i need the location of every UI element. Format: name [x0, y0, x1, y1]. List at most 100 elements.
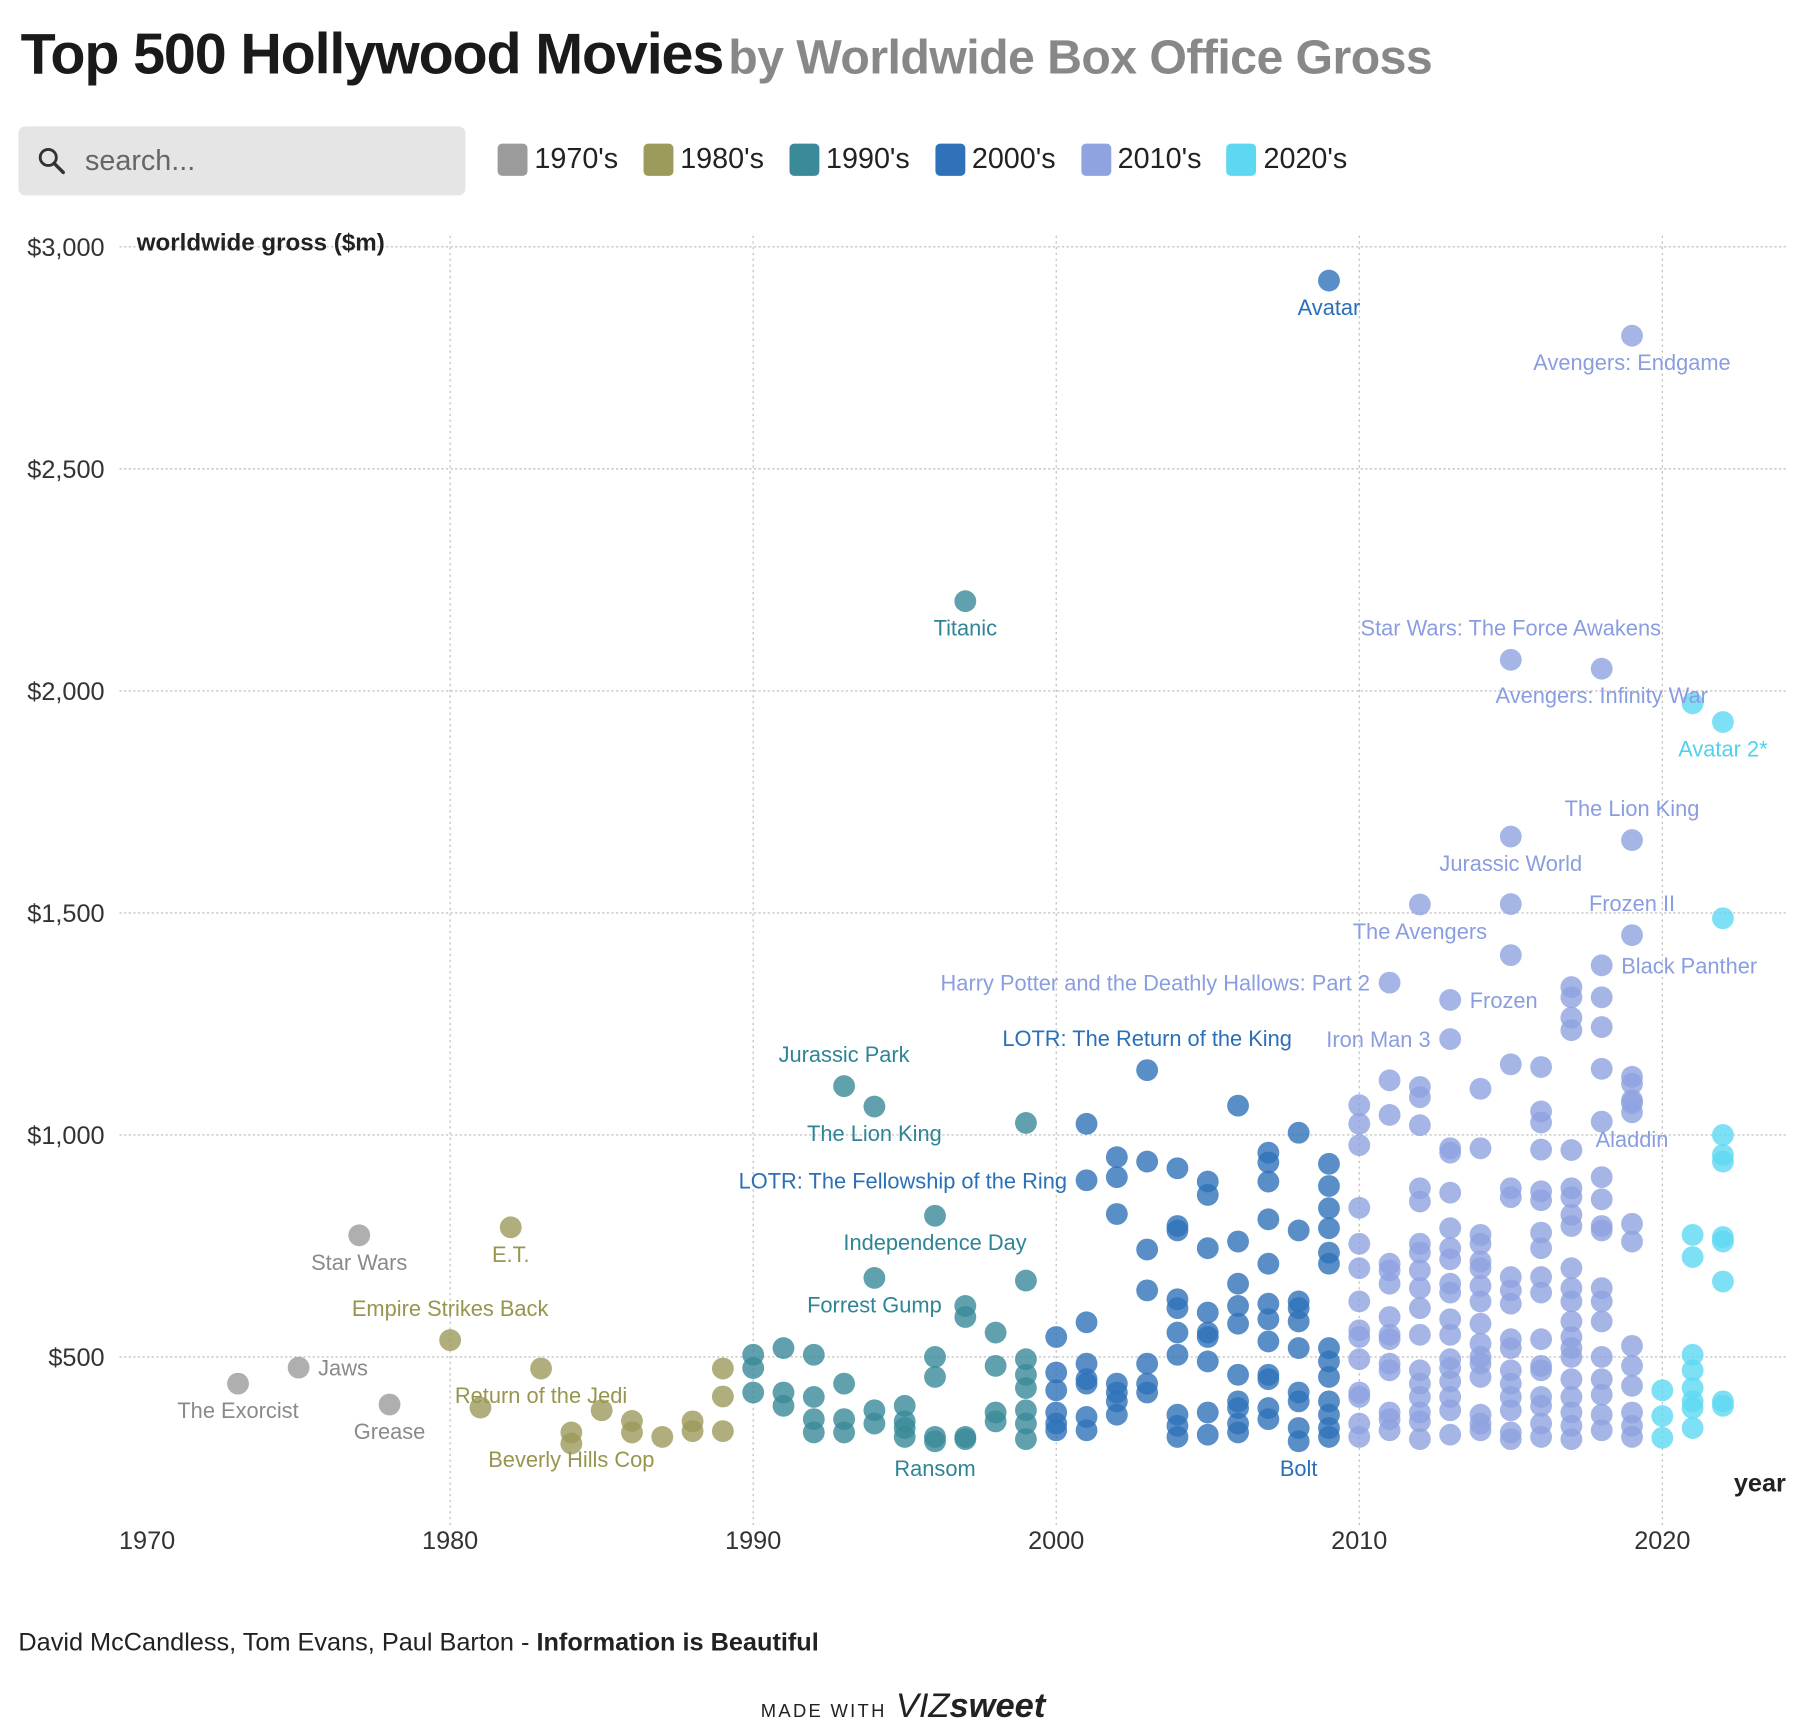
movie-point[interactable]: [1287, 1219, 1310, 1242]
movie-point[interactable]: [1439, 1308, 1462, 1331]
movie-point[interactable]: [1378, 1069, 1401, 1092]
movie-point[interactable]: [1227, 1272, 1249, 1295]
movie-point[interactable]: [1257, 1330, 1280, 1353]
movie-point[interactable]: [1530, 1425, 1553, 1448]
movie-point[interactable]: [1045, 1379, 1068, 1402]
movie-point[interactable]: [1015, 1269, 1037, 1292]
movie-point[interactable]: [1348, 1257, 1371, 1280]
movie-point[interactable]: [1378, 1104, 1401, 1126]
movie-point[interactable]: [1378, 1306, 1401, 1328]
movie-point[interactable]: [1015, 1428, 1037, 1451]
movie-point[interactable]: [590, 1399, 613, 1422]
movie-point[interactable]: [1227, 1094, 1249, 1117]
movie-point[interactable]: [954, 1306, 977, 1328]
movie-point[interactable]: [1408, 1323, 1431, 1346]
movie-point[interactable]: [1469, 1366, 1492, 1388]
movie-point[interactable]: [833, 1421, 856, 1444]
movie-point[interactable]: [1408, 893, 1431, 916]
movie-point[interactable]: [1015, 1412, 1037, 1435]
movie-point[interactable]: [1378, 971, 1401, 994]
movie-point[interactable]: [1499, 1428, 1522, 1451]
movie-point[interactable]: [1621, 829, 1643, 852]
movie-point[interactable]: [1318, 1217, 1340, 1240]
movie-point[interactable]: [1196, 1401, 1219, 1424]
movie-point[interactable]: [1560, 1186, 1583, 1209]
movie-point[interactable]: [499, 1216, 522, 1239]
movie-point[interactable]: [1318, 1425, 1340, 1448]
movie-point[interactable]: [1075, 1169, 1098, 1192]
movie-point[interactable]: [1227, 1230, 1249, 1253]
movie-point[interactable]: [1378, 1272, 1401, 1295]
movie-point[interactable]: [1530, 1328, 1553, 1351]
movie-point[interactable]: [1560, 1428, 1583, 1451]
movie-point[interactable]: [863, 1095, 886, 1118]
movie-point[interactable]: [1287, 1121, 1310, 1144]
movie-point[interactable]: [711, 1357, 734, 1380]
movie-point[interactable]: [1439, 1028, 1462, 1050]
movie-point[interactable]: [1651, 1426, 1674, 1449]
legend-item-1990s[interactable]: 1990's: [789, 143, 910, 176]
movie-point[interactable]: [227, 1372, 249, 1395]
movie-point[interactable]: [1257, 1170, 1280, 1193]
movie-point[interactable]: [984, 1354, 1007, 1377]
movie-point[interactable]: [1681, 1397, 1704, 1419]
movie-point[interactable]: [1499, 825, 1522, 848]
movie-point[interactable]: [1621, 324, 1643, 347]
movie-point[interactable]: [439, 1329, 462, 1352]
movie-point[interactable]: [1136, 1238, 1159, 1261]
movie-point[interactable]: [1469, 1290, 1492, 1313]
movie-point[interactable]: [1196, 1183, 1219, 1206]
movie-point[interactable]: [1499, 893, 1522, 915]
movie-point[interactable]: [802, 1421, 825, 1444]
movie-point[interactable]: [1045, 1361, 1068, 1384]
movie-point[interactable]: [1530, 1266, 1553, 1288]
movie-point[interactable]: [1469, 1077, 1492, 1100]
movie-point[interactable]: [1560, 1257, 1583, 1280]
movie-point[interactable]: [1590, 986, 1613, 1009]
movie-point[interactable]: [1590, 1310, 1613, 1333]
movie-point[interactable]: [1712, 1270, 1734, 1293]
movie-point[interactable]: [1469, 1312, 1492, 1335]
movie-point[interactable]: [1045, 1419, 1068, 1442]
movie-point[interactable]: [1196, 1326, 1219, 1348]
movie-point[interactable]: [1681, 1359, 1704, 1382]
movie-point[interactable]: [1530, 1189, 1553, 1212]
search-box[interactable]: [18, 126, 466, 196]
movie-point[interactable]: [833, 1075, 856, 1098]
movie-point[interactable]: [954, 1428, 977, 1451]
movie-point[interactable]: [1560, 1346, 1583, 1368]
movie-point[interactable]: [1621, 1212, 1643, 1235]
movie-point[interactable]: [1166, 1425, 1189, 1448]
movie-point[interactable]: [1408, 1259, 1431, 1282]
movie-point[interactable]: [863, 1412, 886, 1435]
movie-point[interactable]: [1166, 1321, 1189, 1344]
movie-point[interactable]: [1318, 1366, 1340, 1388]
movie-point[interactable]: [1136, 1352, 1159, 1375]
movie-point[interactable]: [1681, 1343, 1704, 1366]
movie-point[interactable]: [1499, 1399, 1522, 1422]
movie-point[interactable]: [287, 1356, 310, 1379]
legend-item-2010s[interactable]: 2010's: [1080, 143, 1201, 176]
movie-point[interactable]: [1348, 1326, 1371, 1348]
movie-point[interactable]: [1621, 1354, 1643, 1377]
movie-point[interactable]: [1469, 1257, 1492, 1280]
movie-point[interactable]: [1318, 1252, 1340, 1275]
movie-point[interactable]: [1075, 1372, 1098, 1395]
movie-point[interactable]: [1681, 692, 1704, 715]
movie-point[interactable]: [1348, 1232, 1371, 1255]
movie-point[interactable]: [1590, 1403, 1613, 1426]
movie-point[interactable]: [1560, 1368, 1583, 1391]
movie-point[interactable]: [1560, 1290, 1583, 1313]
movie-point[interactable]: [1712, 1150, 1734, 1173]
movie-point[interactable]: [1166, 1157, 1189, 1180]
movie-point[interactable]: [1318, 1197, 1340, 1220]
movie-point[interactable]: [802, 1386, 825, 1408]
movie-point[interactable]: [1408, 1190, 1431, 1213]
movie-point[interactable]: [1499, 1186, 1522, 1209]
movie-point[interactable]: [1166, 1297, 1189, 1320]
movie-point[interactable]: [1227, 1397, 1249, 1419]
movie-point[interactable]: [1136, 1150, 1159, 1173]
movie-point[interactable]: [1530, 1221, 1553, 1244]
search-input[interactable]: [82, 143, 433, 179]
movie-point[interactable]: [348, 1224, 371, 1247]
